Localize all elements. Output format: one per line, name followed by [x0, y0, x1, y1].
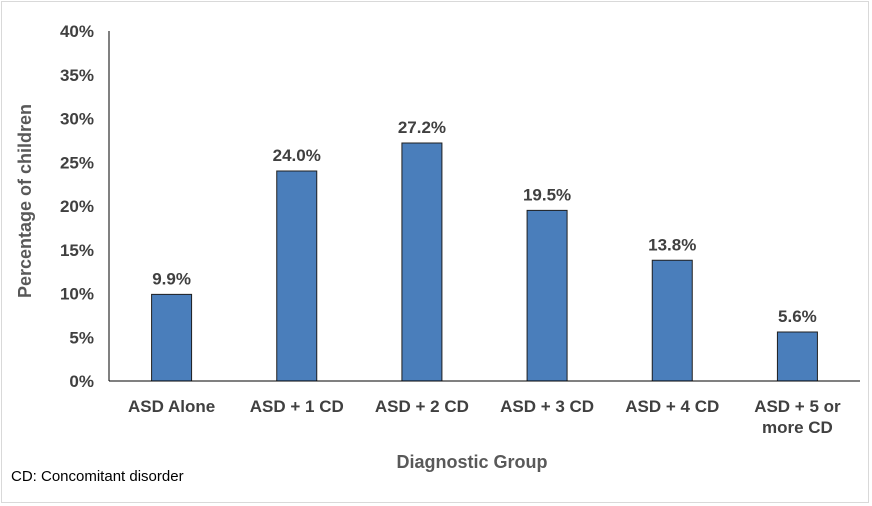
bar	[651, 259, 693, 382]
bar	[776, 331, 818, 382]
bar-value-label: 13.8%	[648, 235, 696, 254]
y-tick-label: 15%	[60, 241, 94, 260]
x-axis-title: Diagnostic Group	[396, 452, 547, 472]
bar-value-label: 9.9%	[152, 269, 191, 288]
x-category-label: ASD + 4 CD	[625, 397, 719, 416]
x-category-label: ASD + 5 or	[754, 397, 841, 416]
x-category-label: ASD + 3 CD	[500, 397, 594, 416]
y-tick-label: 20%	[60, 197, 94, 216]
x-axis-categories: ASD Alone ASD + 1 CD ASD + 2 CD ASD + 3 CD A…	[128, 397, 841, 437]
bars: 9.9% 24.0% 27.2% 19.5% 13.8% 5.6%	[151, 118, 818, 382]
y-tick-label: 25%	[60, 153, 94, 172]
y-tick-label: 40%	[60, 22, 94, 41]
y-tick-label: 5%	[69, 328, 94, 347]
x-category-label: more CD	[762, 418, 833, 437]
y-tick-label: 0%	[69, 372, 94, 391]
y-tick-label: 10%	[60, 285, 94, 304]
y-tick-label: 30%	[60, 110, 94, 129]
x-category-label: ASD + 1 CD	[250, 397, 344, 416]
bar-value-label: 19.5%	[523, 185, 571, 204]
bar-value-label: 24.0%	[273, 146, 321, 165]
x-category-label: ASD + 2 CD	[375, 397, 469, 416]
y-tick-label: 35%	[60, 66, 94, 85]
y-axis-ticks: 0% 5% 10% 15% 20% 25% 30% 35% 40%	[60, 22, 94, 391]
bar-value-label: 5.6%	[778, 307, 817, 326]
y-axis-title: Percentage of children	[15, 104, 35, 298]
bar	[526, 209, 568, 382]
bar	[401, 142, 443, 382]
bar	[276, 170, 318, 382]
x-category-label: ASD Alone	[128, 397, 215, 416]
footnote: CD: Concomitant disorder	[11, 468, 184, 485]
bar	[151, 293, 193, 382]
bar-value-label: 27.2%	[398, 118, 446, 137]
